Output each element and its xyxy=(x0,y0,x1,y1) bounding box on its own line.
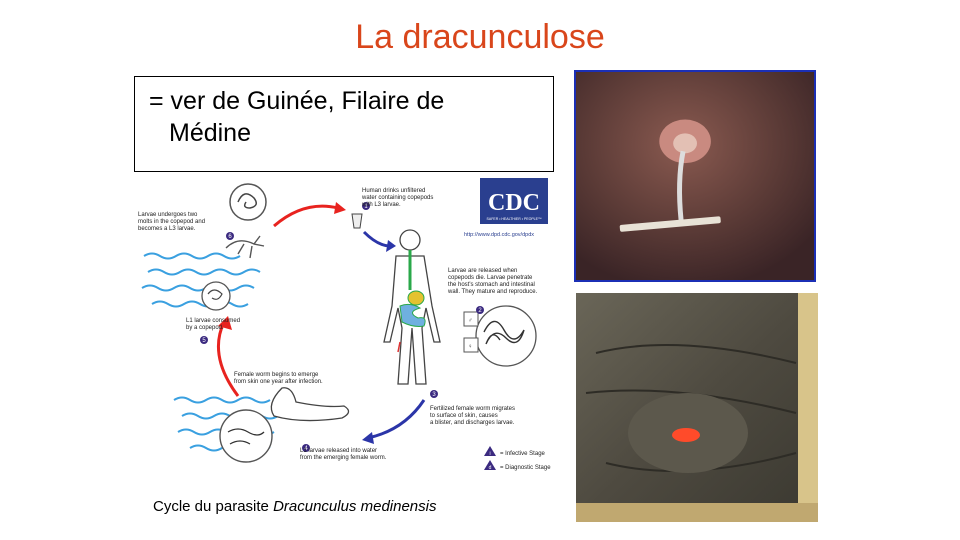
step-emerge-text: Female worm begins to emerge from skin o… xyxy=(234,372,323,385)
larva-circle xyxy=(201,281,231,311)
water-waves-left xyxy=(141,252,261,308)
intestines xyxy=(399,303,426,327)
step4-line-2: from the emerging female worm. xyxy=(300,455,387,461)
infective-symbol: i xyxy=(489,451,490,457)
step2-line-1: Larvae are released when xyxy=(448,268,517,274)
step2-line-2: copepods die. Larvae penetrate xyxy=(448,275,533,281)
glass-icon xyxy=(351,213,363,229)
foot-icon xyxy=(270,387,350,422)
arrow-red-left xyxy=(217,321,240,397)
step6-line-2: molts in the copepod and xyxy=(138,219,205,225)
step6-line-1: Larvae undergoes two xyxy=(138,212,198,218)
arrow-blue-bottom xyxy=(367,399,426,440)
step-number-6: 6 xyxy=(228,234,232,240)
figure-caption: Cycle du parasite Dracunculus medinensis xyxy=(153,498,436,515)
cdc-logo-text: CDC xyxy=(488,190,540,216)
step4-line-1: L1 larvae released into water xyxy=(300,448,377,454)
extraction-stick xyxy=(619,216,721,232)
step5-text: L1 larvae consumed by a copepod. xyxy=(186,318,240,331)
copepod-circle xyxy=(229,183,267,221)
worm-circle xyxy=(475,305,537,367)
step1-line-2: water containing copepods xyxy=(361,195,433,201)
legend-infective: = Infective Stage xyxy=(500,451,546,457)
step-number-3: 3 xyxy=(432,392,436,398)
caption-species: Dracunculus medinensis xyxy=(273,498,437,515)
step5-line-1: L1 larvae consumed xyxy=(186,318,240,324)
cdc-logo: CDC SAFER • HEALTHIER • PEOPLE™ xyxy=(480,178,548,224)
step5-line-2: by a copepod. xyxy=(186,325,224,331)
definition-line-1: = ver de Guinée, Filaire de xyxy=(149,87,445,115)
step3-text: Fertilized female worm migrates to surfa… xyxy=(430,406,515,426)
slide-title: La dracunculose xyxy=(355,18,605,56)
step3-line-1: Fertilized female worm migrates xyxy=(430,406,515,412)
arrow-red-top xyxy=(273,204,339,228)
diagnostic-symbol: d xyxy=(489,465,492,471)
definition-line-2: Médine xyxy=(169,119,251,147)
svg-text:♂: ♂ xyxy=(468,318,473,324)
foot-larvae-circle xyxy=(219,409,273,463)
lesion xyxy=(672,428,700,442)
cdc-url: http://www.dpd.cdc.gov/dpdx xyxy=(464,232,534,238)
step6-line-3: becomes a L3 larvae. xyxy=(138,226,196,232)
step6-text: Larvae undergoes two molts in the copepo… xyxy=(138,212,205,232)
definition-box: = ver de Guinée, Filaire de Médine xyxy=(134,76,554,172)
photo-knee-lesion xyxy=(576,293,818,522)
step1-text: Human drinks unfiltered water containing… xyxy=(361,188,433,208)
caption-prefix: Cycle du parasite xyxy=(153,498,274,515)
step3-line-3: a blister, and discharges larvae. xyxy=(430,420,515,426)
diagnostic-stage-icon xyxy=(484,460,496,470)
infective-stage-icon xyxy=(484,446,496,456)
step2-line-3: the host's stomach and intestinal xyxy=(448,282,535,288)
legend-diagnostic: = Diagnostic Stage xyxy=(500,465,551,471)
stomach xyxy=(407,290,425,306)
photo-worm-extraction xyxy=(574,70,816,282)
step1-line-3: with L3 larvae. xyxy=(361,202,401,208)
emerge-line-2: from skin one year after infection. xyxy=(234,379,323,385)
lifecycle-diagram: ♂ ♀ 1 2 3 4 5 6 xyxy=(134,176,566,476)
cdc-tagline: SAFER • HEALTHIER • PEOPLE™ xyxy=(487,217,542,221)
copepod-icon xyxy=(225,235,265,259)
legend: i = Infective Stage d = Diagnostic Stage xyxy=(484,446,551,471)
step-number-1: 1 xyxy=(364,204,368,210)
step4-text: L1 larvae released into water from the e… xyxy=(300,448,387,461)
step1-line-1: Human drinks unfiltered xyxy=(362,188,425,194)
step3-line-2: to surface of skin, causes xyxy=(430,413,498,419)
svg-text:♀: ♀ xyxy=(468,344,473,350)
extracted-worm xyxy=(677,150,686,221)
step-number-5: 5 xyxy=(202,338,206,344)
step2-line-4: wall. They mature and reproduce. xyxy=(447,289,538,295)
step-number-4: 4 xyxy=(304,446,308,452)
arrow-blue-top xyxy=(362,230,391,248)
step-number-2: 2 xyxy=(478,308,482,314)
step2-text: Larvae are released when copepods die. L… xyxy=(447,268,538,295)
emerge-line-1: Female worm begins to emerge xyxy=(234,372,319,378)
